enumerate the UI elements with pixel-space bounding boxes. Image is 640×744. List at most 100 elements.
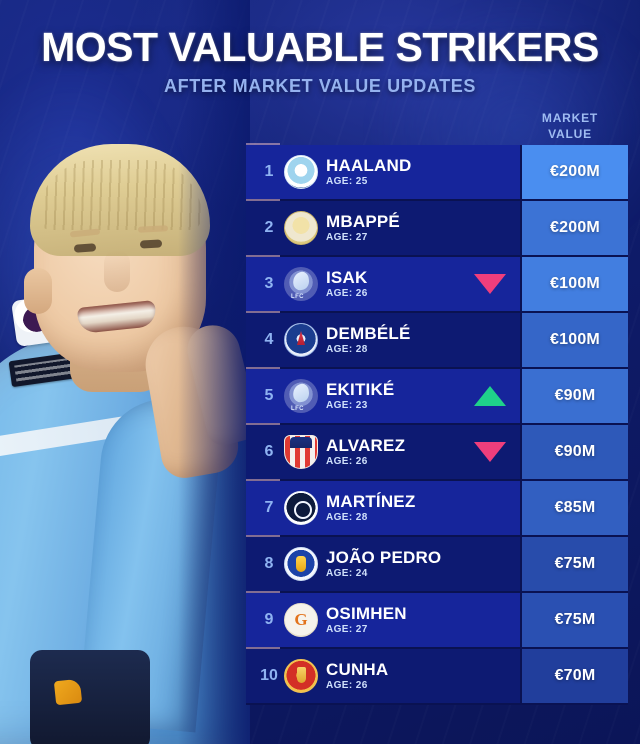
row-main-cell[interactable]: 1 HAALAND AGE: 25 (246, 143, 520, 199)
player-photo (0, 0, 250, 744)
player-eye-left (73, 243, 97, 253)
page-subtitle: AFTER MARKET VALUE UPDATES (164, 76, 476, 96)
market-value-cell: €70M (520, 649, 628, 703)
table-row[interactable]: 1 HAALAND AGE: 25 €200M (246, 143, 628, 201)
market-value-cell: €90M (520, 425, 628, 479)
player-name: ALVAREZ (326, 436, 406, 456)
market-value-column-header: MARKET VALUE (516, 110, 624, 142)
rank-number: 2 (264, 219, 274, 236)
club-crest-atletico-madrid-icon (284, 435, 318, 469)
club-crest-liverpool-icon: LFC (284, 379, 318, 413)
player-name: CUNHA (326, 660, 389, 680)
player-eye-right (139, 239, 163, 249)
club-crest-galatasaray-icon (284, 603, 318, 637)
row-main-cell[interactable]: 6 ALVAREZ AGE: 26 (246, 423, 520, 479)
club-crest-liverpool-icon: LFC (284, 267, 318, 301)
club-crest-manchester-city-icon (284, 155, 318, 189)
row-tick-marker (246, 367, 280, 369)
row-tick-marker (246, 647, 280, 649)
row-tick-marker (246, 535, 280, 537)
row-tick-marker (246, 479, 280, 481)
table-row[interactable]: 4 DEMBÉLÉ AGE: 28 €100M (246, 311, 628, 369)
player-age: AGE: 26 (326, 679, 368, 691)
row-main-cell[interactable]: 3 LFC ISAK AGE: 26 (246, 255, 520, 311)
player-name: HAALAND (326, 156, 412, 176)
player-shorts (30, 650, 150, 744)
row-tick-marker (246, 423, 280, 425)
table-row[interactable]: 8 JOÃO PEDRO AGE: 24 €75M (246, 535, 628, 593)
player-info: JOÃO PEDRO AGE: 24 (326, 549, 441, 579)
table-row[interactable]: 10 CUNHA AGE: 26 €70M (246, 647, 628, 705)
trend-up-icon (474, 386, 506, 406)
rank-number: 9 (264, 611, 274, 628)
club-crest-paris-saint-germain-icon (284, 323, 318, 357)
rank-number: 5 (264, 387, 274, 404)
row-main-cell[interactable]: 7 MARTÍNEZ AGE: 28 (246, 479, 520, 535)
table-row[interactable]: 2 MBAPPÉ AGE: 27 €200M (246, 199, 628, 257)
row-main-cell[interactable]: 5 LFC EKITIKÉ AGE: 23 (246, 367, 520, 423)
market-value-header-line2: VALUE (548, 127, 592, 142)
crest-shape (284, 323, 318, 357)
crest-shape (284, 155, 318, 189)
player-info: ISAK AGE: 26 (326, 269, 368, 299)
row-tick-marker (246, 143, 280, 145)
player-photo-fade (178, 0, 250, 744)
market-value-cell: €75M (520, 537, 628, 591)
player-age: AGE: 28 (326, 511, 368, 523)
row-tick-marker (246, 591, 280, 593)
table-row[interactable]: 3 LFC ISAK AGE: 26 €100M (246, 255, 628, 313)
player-name: JOÃO PEDRO (326, 548, 442, 568)
rankings-table: 1 HAALAND AGE: 25 €200M 2 MBAPPÉ AGE: 27 (246, 143, 628, 705)
player-age: AGE: 24 (326, 567, 368, 579)
player-info: DEMBÉLÉ AGE: 28 (326, 325, 411, 355)
club-crest-inter-milan-icon (284, 491, 318, 525)
player-name: EKITIKÉ (326, 380, 395, 400)
market-value-cell: €75M (520, 593, 628, 647)
market-value-cell: €100M (520, 257, 628, 311)
table-row[interactable]: 6 ALVAREZ AGE: 26 €90M (246, 423, 628, 481)
crest-shape (284, 211, 318, 245)
market-value-cell: €200M (520, 145, 628, 199)
table-row[interactable]: 9 OSIMHEN AGE: 27 €75M (246, 591, 628, 649)
crest-shape (284, 659, 318, 693)
row-main-cell[interactable]: 8 JOÃO PEDRO AGE: 24 (246, 535, 520, 591)
page-title: MOST VALUABLE STRIKERS (41, 24, 599, 70)
player-age: AGE: 27 (326, 231, 368, 243)
player-age: AGE: 25 (326, 175, 368, 187)
player-info: MBAPPÉ AGE: 27 (326, 213, 400, 243)
club-crest-real-madrid-icon (284, 211, 318, 245)
player-age: AGE: 28 (326, 343, 368, 355)
player-ear (24, 268, 52, 314)
row-main-cell[interactable]: 2 MBAPPÉ AGE: 27 (246, 199, 520, 255)
row-main-cell[interactable]: 10 CUNHA AGE: 26 (246, 647, 520, 703)
player-age: AGE: 26 (326, 455, 368, 467)
player-name: OSIMHEN (326, 604, 407, 624)
club-abbr: LFC (291, 406, 304, 412)
player-name: MBAPPÉ (326, 212, 400, 232)
row-main-cell[interactable]: 4 DEMBÉLÉ AGE: 28 (246, 311, 520, 367)
row-tick-marker (246, 255, 280, 257)
table-row[interactable]: 5 LFC EKITIKÉ AGE: 23 €90M (246, 367, 628, 425)
player-age: AGE: 23 (326, 399, 368, 411)
market-value-cell: €200M (520, 201, 628, 255)
player-info: ALVAREZ AGE: 26 (326, 437, 405, 467)
player-info: CUNHA AGE: 26 (326, 661, 388, 691)
table-row[interactable]: 7 MARTÍNEZ AGE: 28 €85M (246, 479, 628, 537)
rank-number: 7 (264, 499, 274, 516)
club-crest-chelsea-icon (284, 547, 318, 581)
market-value-cell: €100M (520, 313, 628, 367)
rank-number: 8 (264, 555, 274, 572)
player-age: AGE: 26 (326, 287, 368, 299)
crest-shape (284, 603, 318, 637)
player-info: EKITIKÉ AGE: 23 (326, 381, 394, 411)
market-value-cell: €90M (520, 369, 628, 423)
rank-number: 10 (260, 667, 278, 684)
row-tick-marker (246, 199, 280, 201)
player-nose (104, 250, 130, 292)
club-abbr: LFC (291, 294, 304, 300)
rank-number: 6 (264, 443, 274, 460)
row-main-cell[interactable]: 9 OSIMHEN AGE: 27 (246, 591, 520, 647)
player-name: DEMBÉLÉ (326, 324, 411, 344)
rank-number: 4 (264, 331, 274, 348)
trend-down-icon (474, 274, 506, 294)
